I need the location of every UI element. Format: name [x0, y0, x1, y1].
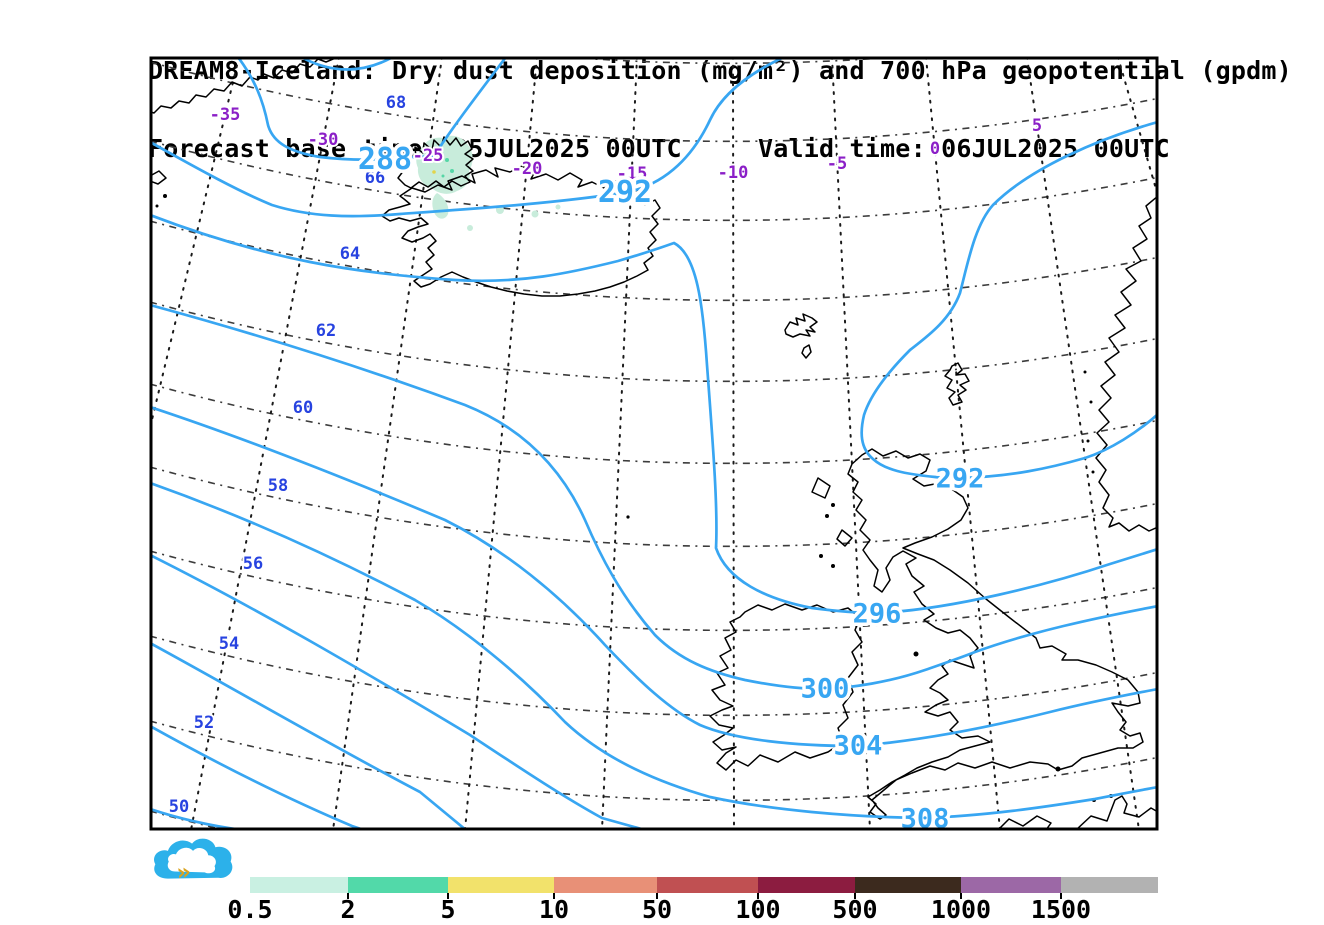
lon-label-5: 5 [1032, 116, 1042, 136]
lat-label-62: 62 [316, 321, 336, 341]
colorbar-tick [757, 893, 759, 899]
lat-label-68: 68 [386, 93, 406, 113]
colorbar-label-0.5: 0.5 [227, 895, 273, 924]
lat-label-54: 54 [219, 634, 239, 654]
coast-isle-of-man [913, 651, 919, 657]
logo-cloud-icon: » [154, 838, 233, 886]
longitude-labels-layer: -35 -30 -25 -20 -15 -10 -5 0 5 [208, 103, 1044, 186]
coast-greenland-islands [151, 170, 167, 185]
lon-label--20: -20 [512, 159, 543, 179]
colorbar-label-1500: 1500 [1030, 895, 1092, 924]
colorbar-tick [553, 893, 555, 899]
dust-speck-green [445, 158, 449, 162]
coast-france [997, 815, 1052, 829]
coastlines [151, 58, 1157, 829]
contour-324 [151, 807, 243, 829]
colorbar-segment-5 [758, 877, 855, 893]
colorbar-tick [854, 893, 856, 899]
lat-label-56: 56 [243, 554, 263, 574]
colorbar-label-100: 100 [735, 895, 781, 924]
contour-300 [151, 303, 1157, 691]
deposition-colorbar [250, 877, 1158, 899]
colorbar-tick [1060, 893, 1062, 899]
coast-st-kilda [626, 515, 630, 519]
contour-label-292: 292 [598, 175, 652, 210]
contour-304 [151, 405, 1157, 748]
contour-292-trough [860, 120, 1157, 480]
contour-316 [151, 642, 467, 829]
coast-faroe [784, 313, 818, 338]
colorbar-segment-6 [855, 877, 961, 893]
logo: » SEEVCCC [148, 832, 238, 886]
colorbar-label-10: 10 [538, 895, 570, 924]
colorbar-label-500: 500 [832, 895, 878, 924]
contour-labels-layer: 288 292 292 296 300 304 308 [354, 138, 987, 835]
contour-296 [151, 213, 1157, 615]
coast-iceland [381, 165, 661, 297]
colorbar-segment-4 [657, 877, 758, 893]
graticule-parallels [151, 58, 1157, 829]
coast-hebrides [811, 477, 831, 499]
lon-label--25: -25 [413, 146, 444, 166]
lon-label--5: -5 [827, 154, 847, 174]
colorbar-tick [347, 893, 349, 899]
contour-label-300: 300 [801, 674, 850, 705]
contour-308 [151, 481, 1157, 820]
dust-speck-yellow [432, 170, 436, 174]
dust-speck-green [450, 169, 454, 173]
contour-320 [151, 725, 365, 829]
lon-label-0: 0 [930, 139, 940, 159]
contour-312 [151, 553, 646, 829]
colorbar-label-5: 5 [440, 895, 456, 924]
colorbar-segment-3 [554, 877, 657, 893]
lon-label--30: -30 [308, 130, 339, 150]
colorbar-label-2: 2 [340, 895, 356, 924]
map-frame [149, 56, 1159, 831]
coast-ireland [709, 603, 863, 771]
lon-label--15: -15 [617, 164, 648, 184]
dust-patch-westfjords [416, 135, 473, 194]
lon-label--35: -35 [210, 105, 241, 125]
lat-label-52: 52 [194, 713, 214, 733]
contour-label-296: 296 [853, 599, 902, 630]
coast-greenland [151, 58, 338, 114]
colorbar-tick [960, 893, 962, 899]
coast-britain [847, 448, 1144, 820]
graticule-meridians [151, 58, 1157, 829]
contour-label-308: 308 [901, 804, 950, 835]
logo-arrow-icon: » [175, 858, 192, 884]
colorbar-segment-2 [448, 877, 554, 893]
contour-284-dome [300, 58, 394, 71]
dust-speck-green [441, 174, 445, 178]
coast-shetland [944, 362, 970, 406]
lat-label-64: 64 [340, 244, 360, 264]
lat-label-50: 50 [169, 797, 189, 817]
colorbar-segment-0 [250, 877, 348, 893]
contour-label-292: 292 [936, 464, 985, 495]
colorbar-segment-1 [348, 877, 448, 893]
colorbar-label-1000: 1000 [930, 895, 992, 924]
lat-label-66: 66 [365, 168, 385, 188]
contour-288 [237, 58, 507, 161]
dust-patch-tail [432, 193, 449, 219]
geopotential-contours [151, 58, 1157, 829]
colorbar-tick [656, 893, 658, 899]
colorbar-segment-7 [961, 877, 1061, 893]
latitude-labels-layer: 68 66 64 62 60 58 56 54 52 50 [167, 91, 408, 819]
coast-isle-of-wight [1055, 766, 1061, 772]
contour-label-288: 288 [358, 142, 412, 177]
lon-label--10: -10 [718, 163, 749, 183]
coast-norway [1095, 195, 1157, 532]
lat-label-58: 58 [268, 476, 288, 496]
lat-label-60: 60 [293, 398, 313, 418]
colorbar-segment-8 [1061, 877, 1158, 893]
contour-292-west [151, 58, 785, 218]
colorbar-labels: 0.5 2 5 10 50 100 500 1000 1500 [227, 895, 1158, 925]
contour-label-304: 304 [834, 731, 883, 762]
colorbar-tick [447, 893, 449, 899]
colorbar-label-50: 50 [641, 895, 673, 924]
